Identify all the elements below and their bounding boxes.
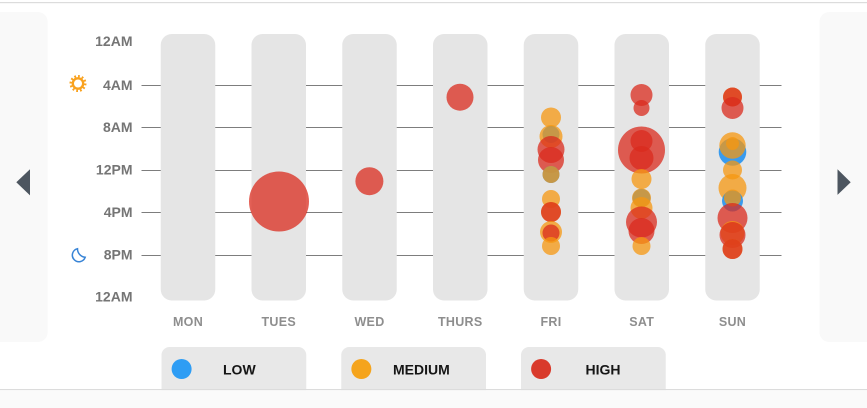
svg-text:LOW: LOW (223, 361, 256, 377)
svg-text:12AM: 12AM (95, 289, 132, 305)
svg-text:12PM: 12PM (96, 162, 133, 178)
svg-text:WED: WED (354, 315, 384, 329)
svg-text:MEDIUM: MEDIUM (393, 361, 450, 377)
svg-text:MON: MON (173, 315, 203, 329)
svg-text:FRI: FRI (540, 315, 561, 329)
svg-text:8PM: 8PM (104, 246, 133, 262)
svg-text:4PM: 4PM (104, 204, 133, 220)
svg-text:4AM: 4AM (103, 77, 133, 93)
svg-text:SUN: SUN (719, 315, 746, 329)
svg-text:HIGH: HIGH (586, 361, 621, 377)
svg-text:12AM: 12AM (95, 33, 132, 49)
svg-text:8AM: 8AM (103, 119, 133, 135)
svg-text:THURS: THURS (438, 315, 483, 329)
svg-text:TUES: TUES (261, 315, 296, 329)
svg-text:SAT: SAT (629, 315, 654, 329)
